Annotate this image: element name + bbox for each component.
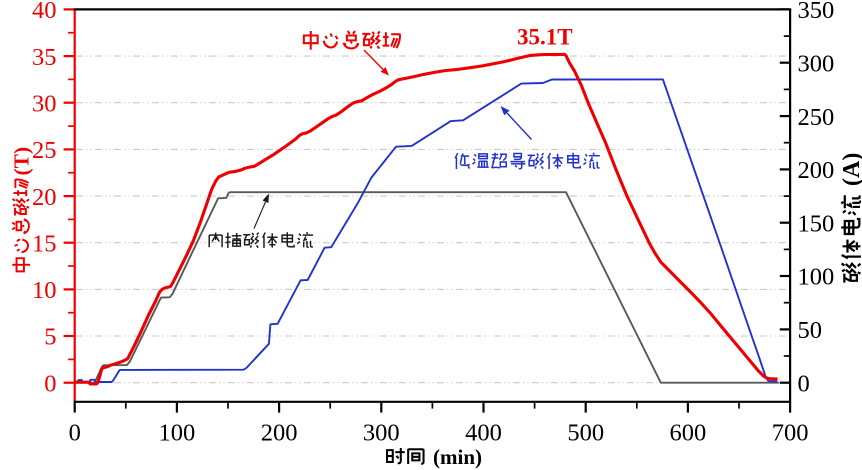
- svg-text:(T): (T): [10, 147, 34, 176]
- svg-text:15: 15: [32, 230, 57, 257]
- svg-text:350: 350: [798, 0, 835, 24]
- svg-text:(min): (min): [433, 445, 482, 469]
- svg-text:30: 30: [32, 90, 57, 117]
- svg-text:100: 100: [159, 420, 196, 447]
- svg-text:0: 0: [69, 420, 81, 447]
- svg-text:400: 400: [465, 420, 502, 447]
- svg-text:250: 250: [798, 104, 835, 131]
- svg-text:25: 25: [32, 137, 57, 164]
- svg-text:(A): (A): [839, 153, 862, 186]
- svg-text:10: 10: [32, 277, 57, 304]
- svg-text:600: 600: [670, 420, 707, 447]
- svg-text:0: 0: [798, 370, 810, 397]
- svg-text:0: 0: [44, 370, 56, 397]
- svg-text:20: 20: [32, 184, 57, 211]
- svg-text:300: 300: [363, 420, 400, 447]
- svg-text:50: 50: [798, 317, 823, 344]
- svg-text:300: 300: [798, 50, 835, 77]
- svg-text:100: 100: [798, 264, 835, 291]
- svg-text:500: 500: [567, 420, 604, 447]
- svg-text:5: 5: [44, 324, 56, 351]
- svg-text:200: 200: [261, 420, 298, 447]
- svg-text:35.1T: 35.1T: [517, 25, 573, 50]
- svg-text:150: 150: [798, 210, 835, 237]
- svg-text:35: 35: [32, 44, 57, 71]
- svg-text:200: 200: [798, 157, 835, 184]
- svg-text:40: 40: [32, 0, 57, 24]
- svg-text:700: 700: [772, 420, 809, 447]
